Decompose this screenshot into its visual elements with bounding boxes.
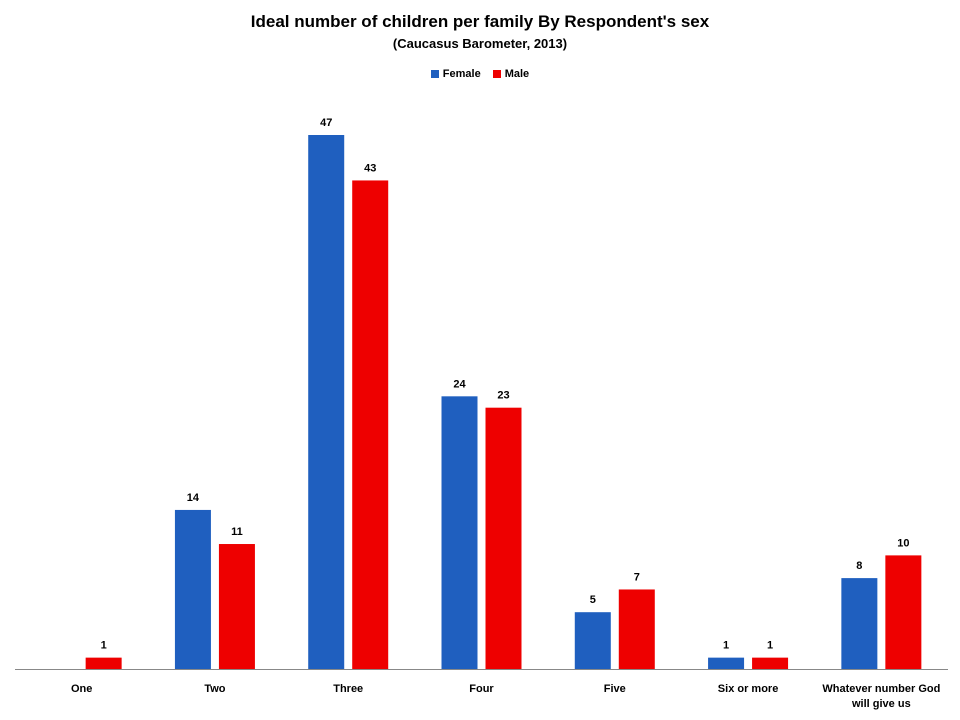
- legend-label-female: Female: [442, 68, 481, 80]
- legend-item-male: Male: [492, 68, 530, 80]
- category-label-4: Five: [604, 683, 626, 695]
- category-label-6: Whatever number God will give us: [822, 683, 940, 710]
- data-label-female-5: 1: [723, 640, 729, 652]
- bar-female-3: [441, 396, 478, 669]
- category-label-3: Four: [469, 683, 494, 695]
- legend-label-male: Male: [504, 68, 530, 80]
- category-label-0: One: [71, 683, 92, 695]
- bar-male-5: [752, 657, 789, 669]
- category-label-5: Six or more: [718, 683, 779, 695]
- data-label-male-0: 1: [101, 640, 107, 652]
- legend: Female Male: [0, 68, 960, 80]
- data-label-female-1: 14: [187, 492, 200, 504]
- data-label-male-1: 11: [231, 526, 243, 538]
- data-label-male-4: 7: [634, 571, 640, 583]
- data-label-female-6: 8: [856, 560, 862, 572]
- bar-male-0: [85, 657, 122, 669]
- data-label-male-2: 43: [364, 162, 376, 174]
- legend-swatch-female: [430, 70, 439, 78]
- chart-title: Ideal number of children per family By R…: [250, 12, 710, 31]
- legend-item-female: Female: [430, 68, 481, 80]
- category-label-1: Two: [204, 683, 225, 695]
- bar-male-3: [485, 407, 522, 669]
- legend-swatch-male: [492, 70, 501, 78]
- bar-male-1: [218, 544, 255, 669]
- bar-female-2: [308, 135, 345, 669]
- data-label-male-5: 1: [767, 640, 773, 652]
- bar-male-2: [352, 180, 389, 669]
- bar-female-1: [174, 509, 211, 669]
- category-label-2: Three: [333, 683, 363, 695]
- data-label-female-3: 24: [453, 378, 466, 390]
- data-label-male-3: 23: [497, 390, 509, 402]
- data-label-female-4: 5: [590, 594, 596, 606]
- bar-female-4: [574, 612, 611, 669]
- bar-male-6: [885, 555, 922, 669]
- chart-subtitle: (Caucasus Barometer, 2013): [392, 36, 568, 51]
- bar-male-4: [618, 589, 655, 669]
- data-label-male-6: 10: [897, 537, 909, 549]
- bar-female-5: [708, 657, 745, 669]
- bar-female-6: [841, 578, 878, 669]
- data-label-female-2: 47: [320, 117, 332, 129]
